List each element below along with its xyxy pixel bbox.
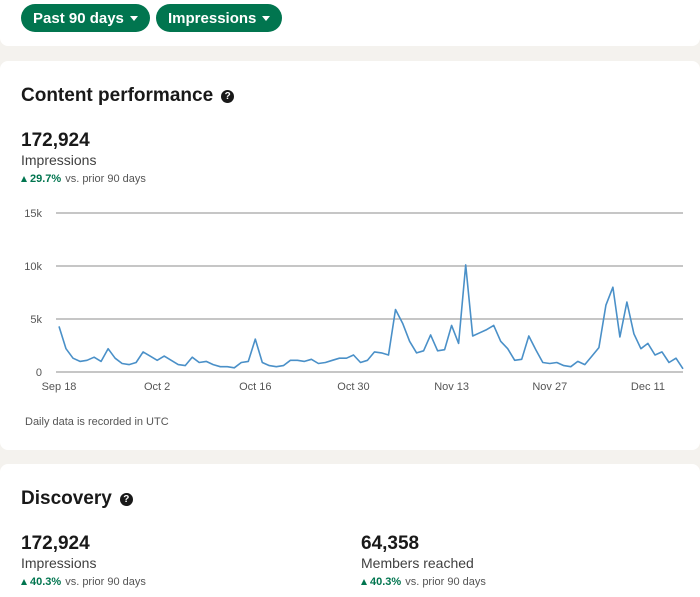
members-reached-label: Members reached	[361, 555, 474, 571]
period-filter-button[interactable]: Past 90 days	[21, 4, 150, 32]
metric-filter-button[interactable]: Impressions	[156, 4, 283, 32]
y-tick-label: 15k	[24, 208, 42, 220]
y-tick-label: 5k	[30, 314, 42, 326]
discovery-title: Discovery	[21, 488, 112, 509]
discovery-impressions-label: Impressions	[21, 555, 97, 571]
delta-text: vs. prior 90 days	[65, 576, 146, 588]
caret-down-icon	[262, 15, 271, 21]
content-performance-title: Content performance	[21, 85, 214, 106]
members-reached-value: 64,358	[361, 533, 420, 554]
members-reached-delta: 40.3% vs. prior 90 days	[361, 576, 486, 588]
y-tick-label: 10k	[24, 261, 42, 273]
discovery-heading: Discovery ?	[21, 488, 133, 510]
discovery-impressions-value: 172,924	[21, 533, 90, 554]
content-performance-card: Content performance ? 172,924 Impression…	[0, 61, 700, 450]
x-tick-label: Dec 11	[631, 381, 665, 393]
delta-percent: 40.3%	[30, 576, 62, 588]
help-icon[interactable]: ?	[221, 89, 235, 103]
x-tick-label: Sep 18	[42, 381, 77, 393]
y-tick-label: 0	[36, 367, 42, 379]
trend-up-icon	[21, 579, 27, 585]
x-tick-label: Oct 16	[239, 381, 271, 393]
delta-percent: 29.7%	[30, 173, 62, 185]
x-tick-label: Nov 13	[434, 381, 469, 393]
help-icon[interactable]: ?	[119, 492, 133, 506]
impressions-delta: 29.7% vs. prior 90 days	[21, 173, 146, 185]
x-tick-label: Nov 27	[532, 381, 567, 393]
content-performance-heading: Content performance ?	[21, 85, 235, 107]
trend-up-icon	[21, 176, 27, 182]
discovery-impressions-delta: 40.3% vs. prior 90 days	[21, 576, 146, 588]
delta-percent: 40.3%	[370, 576, 402, 588]
impressions-total: 172,924	[21, 130, 90, 151]
impressions-series-line	[58, 264, 684, 370]
metric-filter-label: Impressions	[168, 9, 257, 27]
impressions-label: Impressions	[21, 152, 97, 168]
caret-down-icon	[129, 15, 138, 21]
delta-text: vs. prior 90 days	[405, 576, 486, 588]
impressions-line-chart: 0 5k 10k 15k Sep 18 Oct 2 Oct 16 Oct 30 Nov 13 No…	[24, 208, 684, 393]
x-tick-label: Oct 2	[144, 381, 170, 393]
filter-bar: Past 90 days Impressions	[0, 0, 700, 46]
x-tick-label: Oct 30	[337, 381, 369, 393]
period-filter-label: Past 90 days	[33, 9, 124, 27]
utc-footnote: Daily data is recorded in UTC	[25, 416, 169, 428]
discovery-card: Discovery ? 172,924 Impressions 40.3% vs…	[0, 464, 700, 597]
trend-up-icon	[361, 579, 367, 585]
delta-text: vs. prior 90 days	[65, 173, 146, 185]
